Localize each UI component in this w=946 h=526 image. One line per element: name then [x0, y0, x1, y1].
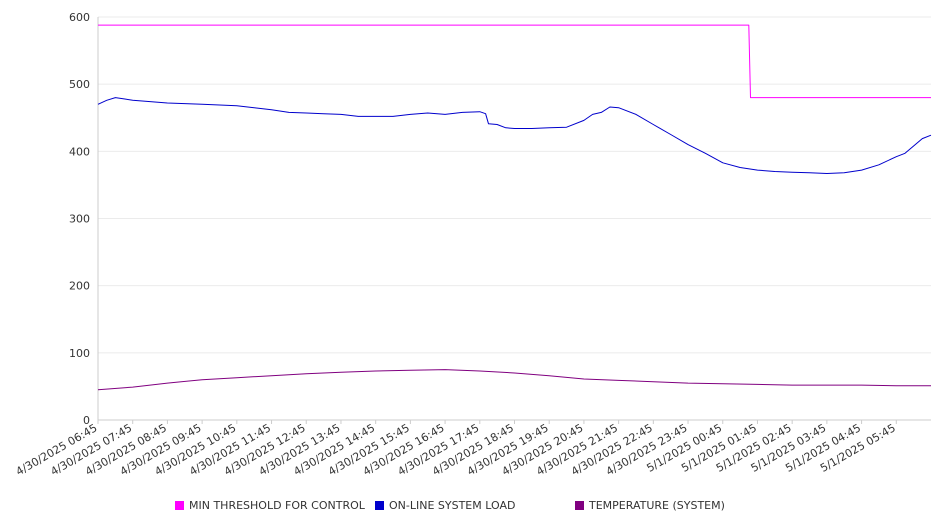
legend-item-temperature[interactable]: TEMPERATURE (SYSTEM) [575, 499, 725, 512]
series-line-temperature [97, 369, 931, 391]
legend-swatch-min-threshold [175, 501, 184, 510]
chart-legend: MIN THRESHOLD FOR CONTROL ON-LINE SYSTEM… [0, 499, 946, 515]
legend-item-system-load[interactable]: ON-LINE SYSTEM LOAD [375, 499, 515, 512]
y-tick-label: 600 [69, 11, 90, 24]
legend-label-temperature: TEMPERATURE (SYSTEM) [589, 499, 725, 512]
series-line-system-load [97, 97, 932, 174]
legend-swatch-temperature [575, 501, 584, 510]
line-chart: 0 100 200 300 400 500 600 4/30/2025 06:454/30/… [14, 11, 932, 478]
legend-item-min-threshold[interactable]: MIN THRESHOLD FOR CONTROL [175, 499, 365, 512]
x-axis-ticks: 4/30/2025 06:454/30/2025 07:454/30/2025 … [14, 420, 898, 478]
y-tick-label: 200 [69, 280, 90, 293]
legend-swatch-system-load [375, 501, 384, 510]
grid-lines [98, 16, 931, 354]
series-lines [97, 24, 932, 391]
legend-label-system-load: ON-LINE SYSTEM LOAD [389, 499, 516, 512]
y-tick-label: 300 [69, 213, 90, 226]
series-line-min-threshold [98, 24, 931, 99]
y-axis-ticks: 0 100 200 300 400 500 600 [69, 11, 90, 427]
y-tick-label: 500 [69, 78, 90, 91]
legend-label-min-threshold: MIN THRESHOLD FOR CONTROL [189, 499, 365, 512]
y-tick-label: 0 [83, 414, 90, 427]
y-tick-label: 100 [69, 347, 90, 360]
y-tick-label: 400 [69, 145, 90, 158]
